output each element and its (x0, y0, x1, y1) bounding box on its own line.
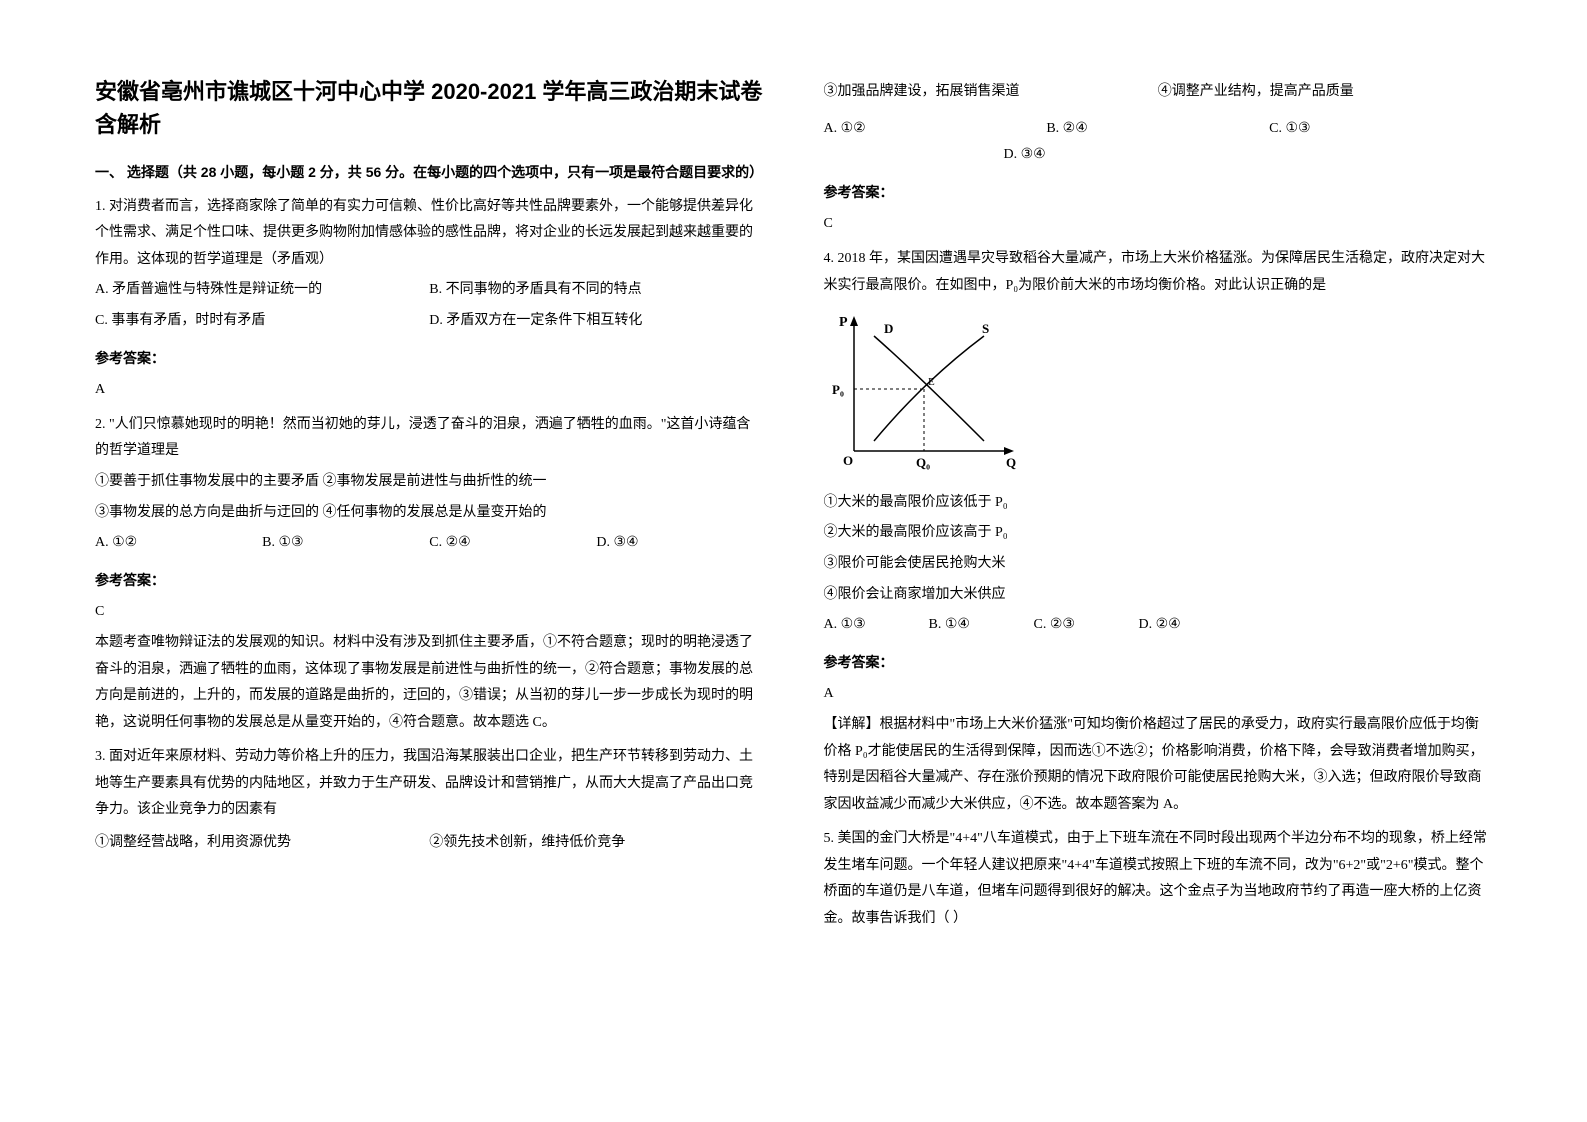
q1-text: 1. 对消费者而言，选择商家除了简单的有实力可信赖、性价比高好等共性品牌要素外，… (95, 194, 764, 274)
q3-statements-34: ③加强品牌建设，拓展销售渠道 ④调整产业结构，提高产品质量 (824, 79, 1493, 106)
q3-options-abc: A. ①② B. ②④ C. ①③ (824, 116, 1493, 143)
point-e-label: E (928, 376, 935, 388)
q2-opt-d: D. ③④ (596, 530, 763, 557)
q4-s2: ②大米的最高限价应该高于 P₀ (824, 520, 1493, 547)
q4-opt-c: C. ②③ (1034, 612, 1139, 639)
q1-opt-b: B. 不同事物的矛盾具有不同的特点 (429, 277, 763, 304)
q2-opt-b: B. ①③ (262, 530, 429, 557)
q1-options-row1: A. 矛盾普遍性与特殊性是辩证统一的 B. 不同事物的矛盾具有不同的特点 (95, 277, 764, 304)
origin-label: O (843, 453, 853, 468)
q3-text: 3. 面对近年来原材料、劳动力等价格上升的压力，我国沿海某服装出口企业，把生产环… (95, 744, 764, 824)
q3-s1: ①调整经营战略，利用资源优势 (95, 830, 429, 857)
q1-opt-c: C. 事事有矛盾，时时有矛盾 (95, 308, 429, 335)
q2-statements-1: ①要善于抓住事物发展中的主要矛盾 ②事物发展是前进性与曲折性的统一 (95, 469, 764, 496)
q3-statements-12: ①调整经营战略，利用资源优势 ②领先技术创新，维持低价竞争 (95, 830, 764, 857)
p0-label: P₀ (832, 382, 844, 397)
q4-answer: A (824, 681, 1493, 708)
q2-text: 2. "人们只惊慕她现时的明艳！然而当初她的芽儿，浸透了奋斗的泪泉，洒遍了牺牲的… (95, 412, 764, 465)
left-column: 安徽省亳州市谯城区十河中心中学 2020-2021 学年高三政治期末试卷含解析 … (95, 75, 764, 1047)
q2-answer-label: 参考答案： (95, 567, 764, 594)
q3-s4: ④调整产业结构，提高产品质量 (1158, 79, 1492, 106)
q2-explanation: 本题考查唯物辩证法的发展观的知识。材料中没有涉及到抓住主要矛盾，①不符合题意；现… (95, 630, 764, 736)
curve-s-label: S (982, 321, 989, 336)
q0-label: Q₀ (916, 455, 930, 470)
q2-statements-2: ③事物发展的总方向是曲折与迂回的 ④任何事物的发展总是从量变开始的 (95, 500, 764, 527)
q1-opt-d: D. 矛盾双方在一定条件下相互转化 (429, 308, 763, 335)
q5-text: 5. 美国的金门大桥是"4+4"八车道模式，由于上下班车流在不同时段出现两个半边… (824, 826, 1493, 932)
q2-opt-a: A. ①② (95, 530, 262, 557)
q2-options: A. ①② B. ①③ C. ②④ D. ③④ (95, 530, 764, 557)
q3-opt-d: D. ③④ (824, 142, 1493, 169)
axis-p-label: P (839, 315, 848, 330)
q2-opt-c: C. ②④ (429, 530, 596, 557)
axis-q-label: Q (1006, 455, 1016, 470)
q4-s4: ④限价会让商家增加大米供应 (824, 582, 1493, 609)
q1-answer-label: 参考答案： (95, 345, 764, 372)
q4-opt-b: B. ①④ (929, 612, 1034, 639)
q4-explanation: 【详解】根据材料中"市场上大米价猛涨"可知均衡价格超过了居民的承受力，政府实行最… (824, 712, 1493, 818)
supply-demand-graph: P D S E P₀ O Q₀ Q (824, 311, 1493, 482)
q4-options: A. ①③ B. ①④ C. ②③ D. ②④ (824, 612, 1244, 639)
q3-s2: ②领先技术创新，维持低价竞争 (429, 830, 763, 857)
right-column: ③加强品牌建设，拓展销售渠道 ④调整产业结构，提高产品质量 A. ①② B. ②… (824, 75, 1493, 1047)
q3-opt-a: A. ①② (824, 116, 1047, 143)
section-heading: 一、 选择题（共 28 小题，每小题 2 分，共 56 分。在每小题的四个选项中… (95, 159, 764, 186)
q4-text: 4. 2018 年，某国因遭遇旱灾导致稻谷大量减产，市场上大米价格猛涨。为保障居… (824, 246, 1493, 299)
q4-opt-a: A. ①③ (824, 612, 929, 639)
q1-answer: A (95, 377, 764, 404)
q1-opt-a: A. 矛盾普遍性与特殊性是辩证统一的 (95, 277, 429, 304)
curve-d-label: D (884, 321, 893, 336)
q2-answer: C (95, 599, 764, 626)
q3-opt-c: C. ①③ (1269, 116, 1492, 143)
q4-answer-label: 参考答案： (824, 649, 1493, 676)
document-title: 安徽省亳州市谯城区十河中心中学 2020-2021 学年高三政治期末试卷含解析 (95, 75, 764, 141)
q4-s1: ①大米的最高限价应该低于 P₀ (824, 490, 1493, 517)
q3-opt-b: B. ②④ (1046, 116, 1269, 143)
q1-options-row2: C. 事事有矛盾，时时有矛盾 D. 矛盾双方在一定条件下相互转化 (95, 308, 764, 335)
q4-s3: ③限价可能会使居民抢购大米 (824, 551, 1493, 578)
q3-answer: C (824, 211, 1493, 238)
q3-s3: ③加强品牌建设，拓展销售渠道 (824, 79, 1158, 106)
q3-answer-label: 参考答案： (824, 179, 1493, 206)
q4-opt-d: D. ②④ (1139, 612, 1244, 639)
